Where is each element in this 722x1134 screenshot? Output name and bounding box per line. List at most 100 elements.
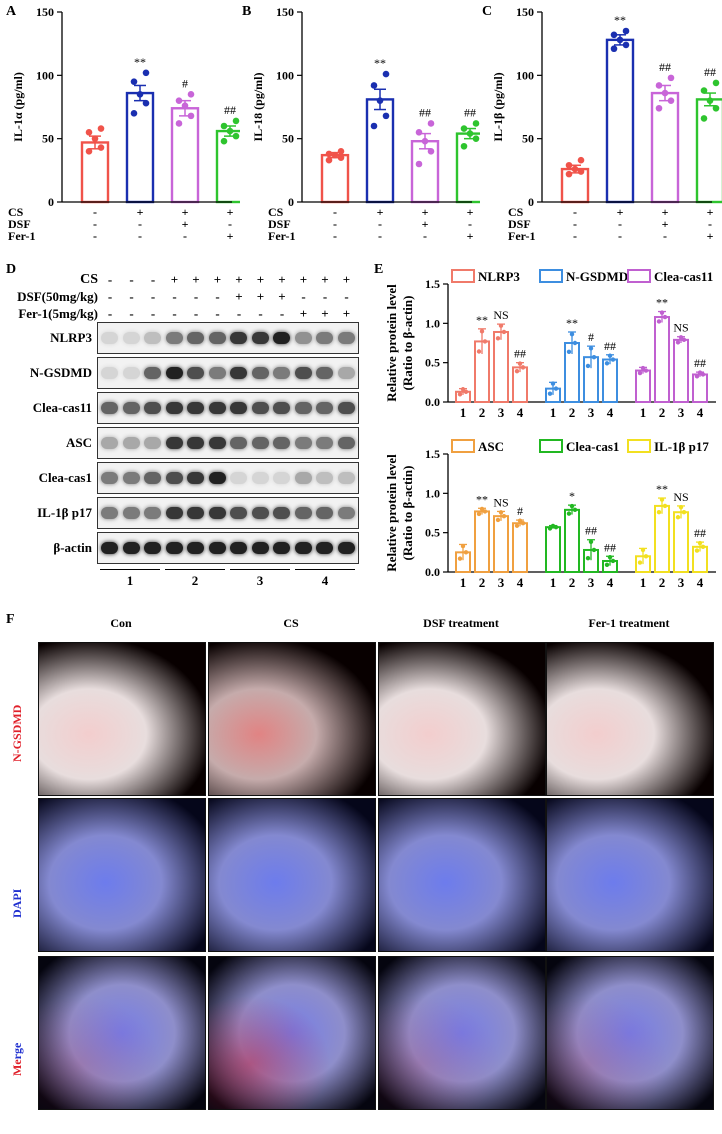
data-point bbox=[622, 41, 630, 49]
legend-label: Clea-cas1 bbox=[566, 439, 619, 454]
data-point bbox=[694, 374, 700, 379]
blot-label: NLRP3 bbox=[50, 330, 92, 345]
x-tick-label: 2 bbox=[659, 575, 666, 590]
blot-band bbox=[101, 542, 118, 554]
blot-band bbox=[316, 402, 333, 414]
blot-band bbox=[101, 507, 118, 519]
y-axis-label: IL-1β (pg/ml) bbox=[491, 72, 505, 141]
y-tick-label: 50 bbox=[522, 132, 534, 146]
fluorescence-image bbox=[546, 798, 714, 952]
data-point bbox=[220, 137, 228, 145]
blot-band bbox=[251, 542, 269, 554]
western-header-sign: + bbox=[278, 289, 286, 304]
x-tick-label: 1 bbox=[460, 575, 467, 590]
blot-band bbox=[208, 472, 226, 484]
data-point bbox=[476, 511, 482, 517]
fluorescence-image bbox=[38, 956, 206, 1110]
data-point bbox=[370, 82, 378, 89]
blot-band bbox=[230, 542, 247, 554]
blot-band bbox=[273, 542, 290, 554]
data-point bbox=[591, 547, 597, 553]
western-header-sign: - bbox=[172, 289, 177, 304]
western-header-sign: + bbox=[321, 306, 329, 321]
legend-swatch bbox=[627, 439, 651, 453]
blot-band bbox=[251, 437, 269, 449]
data-point bbox=[479, 506, 485, 512]
blot-band bbox=[122, 402, 140, 414]
western-header-sign: - bbox=[107, 272, 113, 287]
significance-label: ** bbox=[566, 316, 578, 330]
bar bbox=[564, 508, 580, 573]
y-tick-label: 1.5 bbox=[425, 447, 440, 461]
data-point bbox=[130, 78, 138, 85]
data-point bbox=[91, 135, 99, 142]
western-header-sign: - bbox=[258, 306, 263, 321]
data-point bbox=[501, 329, 507, 335]
data-point bbox=[588, 539, 594, 544]
blot-band bbox=[208, 367, 226, 379]
data-point bbox=[370, 122, 378, 130]
data-point bbox=[460, 142, 468, 150]
western-header-sign: - bbox=[150, 272, 156, 287]
data-point bbox=[569, 331, 575, 337]
western-header-sign: + bbox=[299, 306, 308, 321]
x-tick-label: 2 bbox=[479, 575, 486, 590]
blot-band bbox=[165, 437, 183, 449]
bar bbox=[692, 373, 708, 403]
y-tick-label: 0 bbox=[48, 195, 54, 209]
data-point bbox=[325, 150, 333, 158]
x-tick-label: 4 bbox=[517, 575, 524, 590]
western-header-sign: - bbox=[193, 306, 199, 321]
fluorescence-image bbox=[378, 642, 546, 796]
bar bbox=[512, 522, 528, 574]
x-tick-label: 1 bbox=[550, 575, 557, 590]
western-header: CS - - - + + + + + + + + + DSF(50mg/kg) - - - - - - + + + - - - Fe… bbox=[0, 272, 372, 328]
panel-letter-f: F bbox=[6, 612, 15, 627]
western-header-sign: + bbox=[321, 272, 329, 287]
data-point bbox=[572, 340, 578, 346]
significance-label: ## bbox=[659, 60, 671, 74]
legend-swatch bbox=[451, 269, 475, 283]
data-point bbox=[681, 510, 687, 515]
treatment-sign: - bbox=[468, 217, 472, 231]
blot-band bbox=[337, 437, 355, 449]
data-point bbox=[498, 323, 504, 328]
data-point bbox=[571, 165, 579, 173]
blot-band bbox=[230, 507, 247, 519]
blot-strip bbox=[97, 392, 359, 424]
significance-label: # bbox=[517, 504, 523, 518]
significance-label: # bbox=[588, 330, 594, 344]
y-axis-label: Relative protein level bbox=[384, 284, 399, 402]
western-header-sign: + bbox=[278, 272, 286, 287]
data-point bbox=[550, 523, 556, 529]
fluorescence-image bbox=[208, 642, 376, 796]
data-point bbox=[460, 125, 468, 132]
data-point bbox=[97, 125, 105, 132]
data-point bbox=[712, 79, 720, 87]
treatment-sign: + bbox=[377, 205, 384, 219]
treatment-sign: - bbox=[93, 205, 97, 219]
data-point bbox=[656, 319, 662, 324]
treatment-row-label: CS bbox=[268, 205, 284, 219]
significance-label: ## bbox=[604, 540, 616, 554]
treatment-row-label: Fer-1 bbox=[8, 229, 36, 243]
data-point bbox=[232, 117, 240, 125]
data-point bbox=[585, 363, 591, 369]
significance-label: ** bbox=[374, 56, 386, 70]
data-point bbox=[616, 36, 624, 44]
data-point bbox=[457, 556, 463, 561]
bar bbox=[170, 107, 200, 204]
significance-label: # bbox=[182, 76, 188, 90]
fluorescence-image bbox=[378, 956, 546, 1110]
blot-band bbox=[144, 472, 161, 484]
fluorescence-row-title: N-GSDMD bbox=[10, 704, 24, 762]
blot-label: β-actin bbox=[53, 540, 92, 555]
blot-label: Clea-cas11 bbox=[32, 400, 92, 415]
blot-band bbox=[187, 402, 204, 414]
treatment-sign: + bbox=[617, 205, 624, 219]
fluorescence-row-title: Merge bbox=[10, 1042, 24, 1076]
treatment-sign: + bbox=[467, 205, 474, 219]
significance-label: NS bbox=[493, 308, 508, 322]
